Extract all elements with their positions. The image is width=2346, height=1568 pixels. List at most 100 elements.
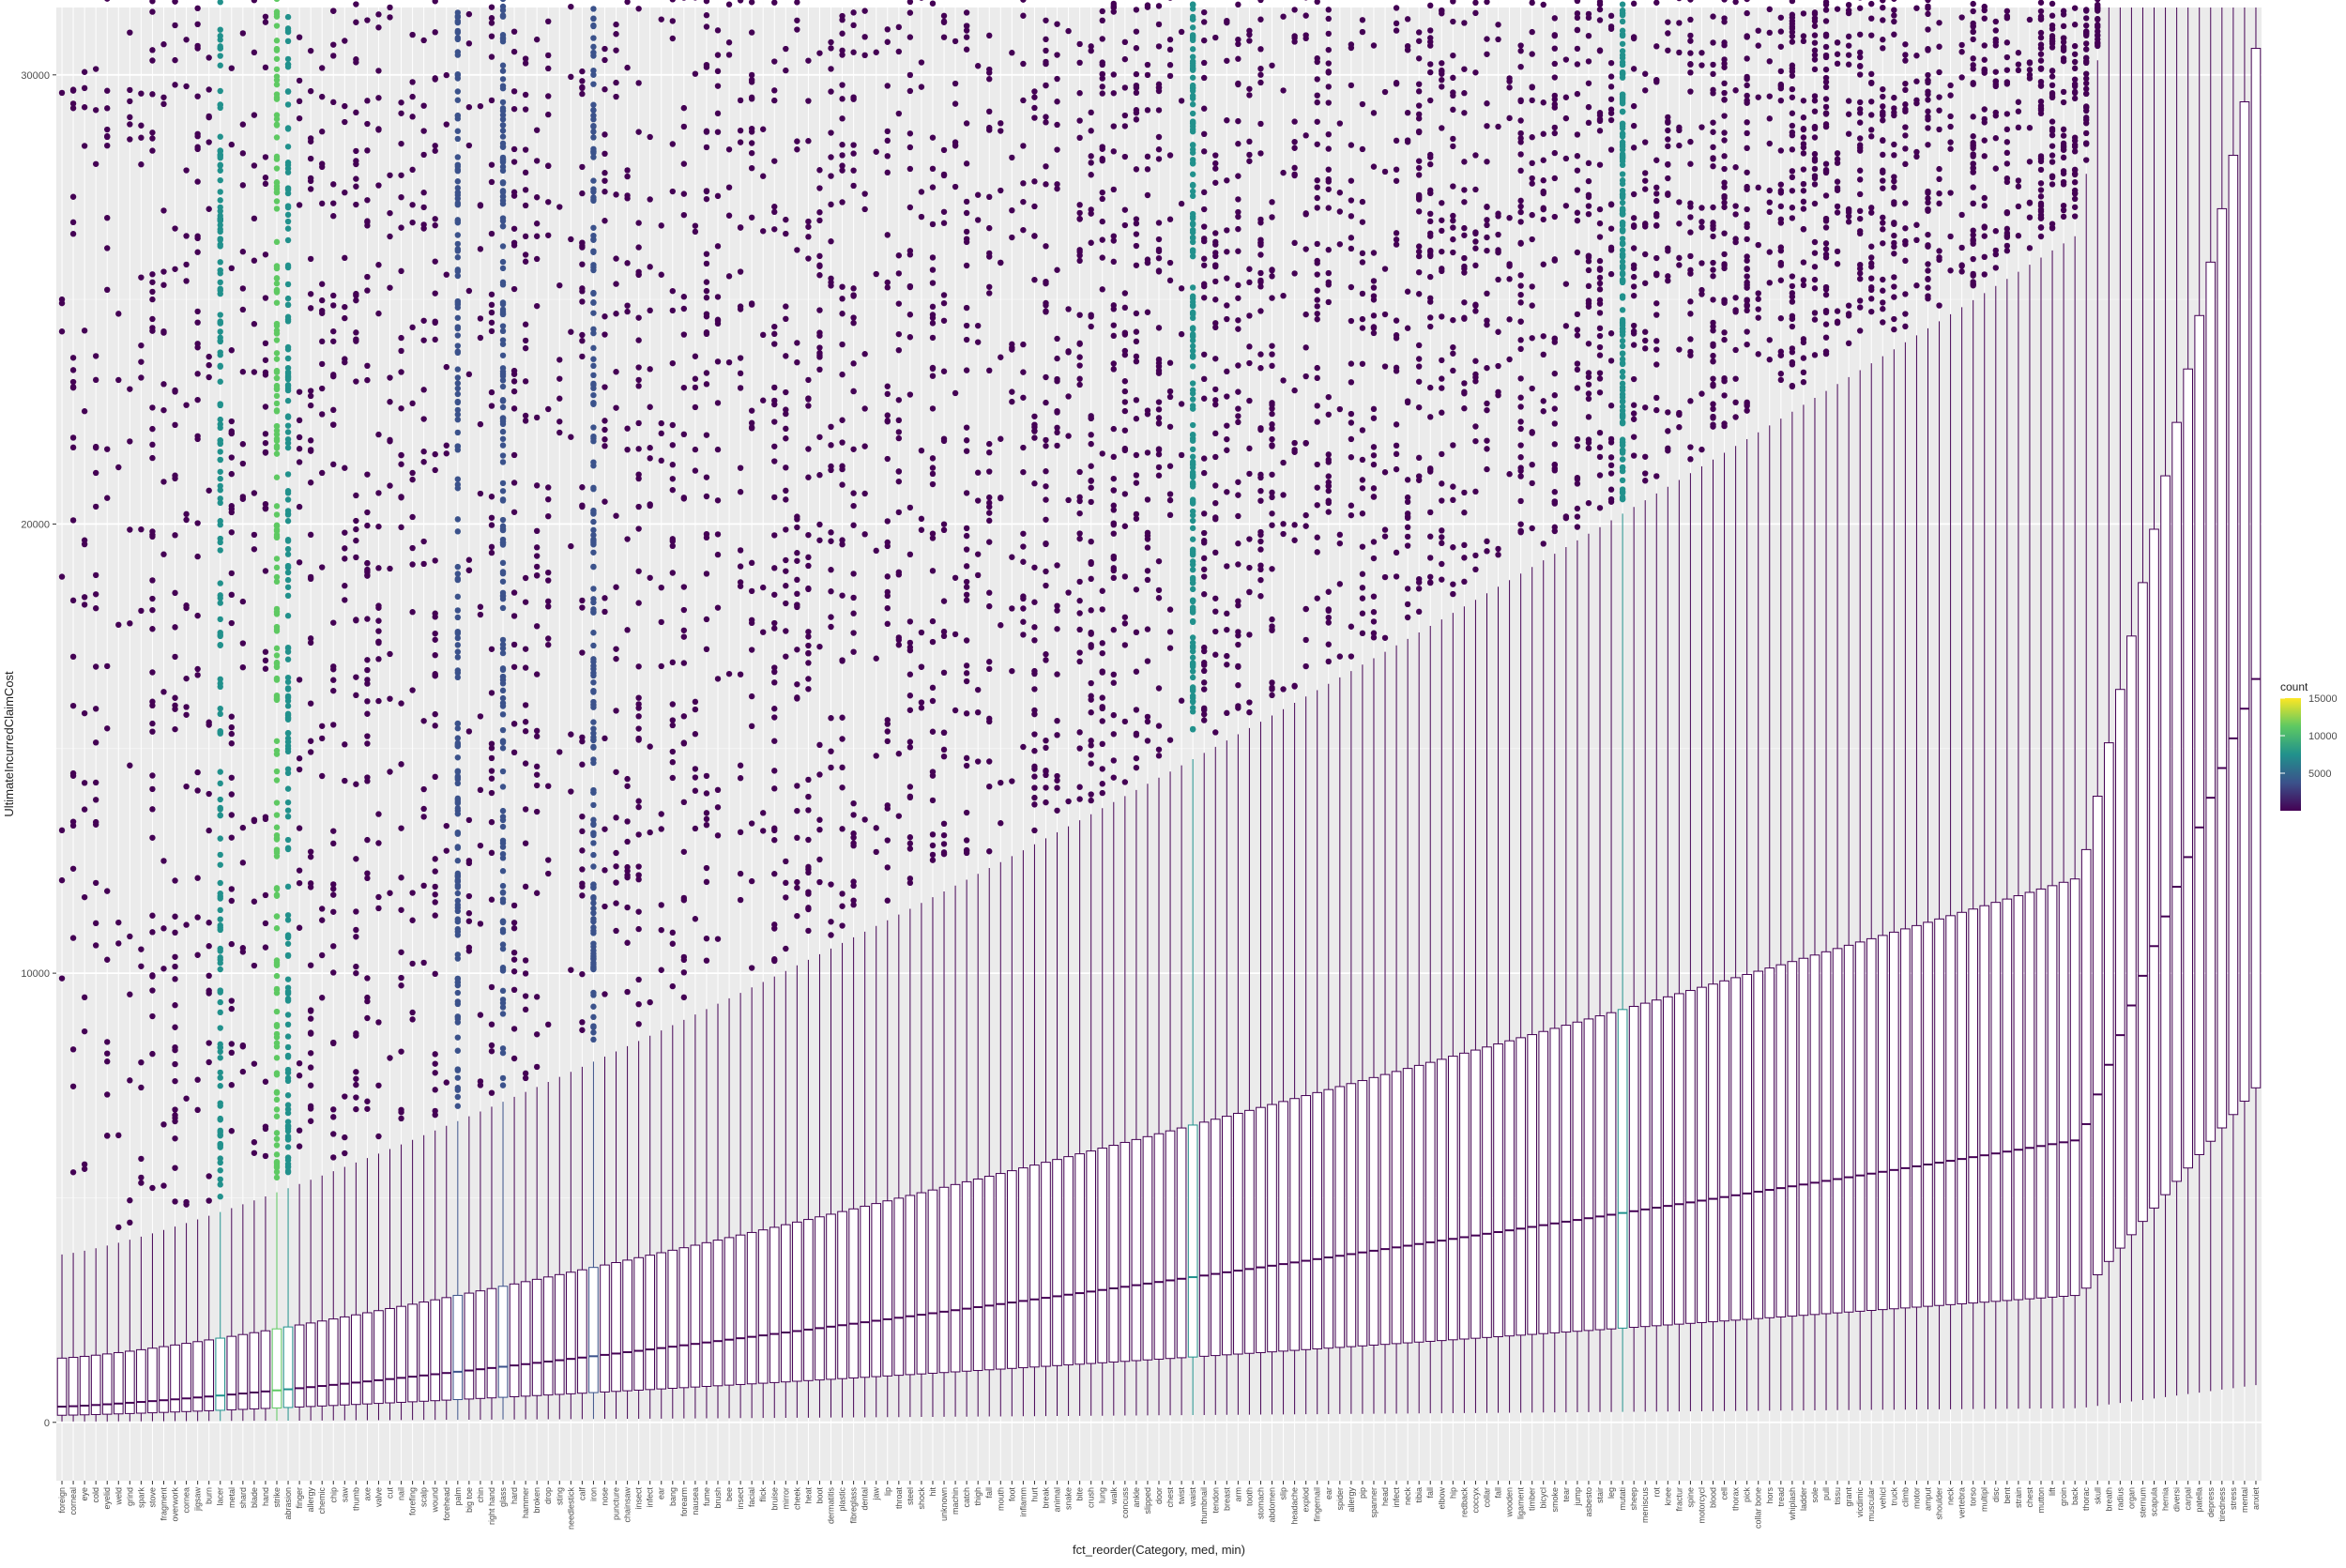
outlier-point bbox=[704, 810, 709, 815]
outlier-point bbox=[1416, 455, 1422, 461]
box bbox=[216, 1338, 225, 1410]
outlier-point bbox=[545, 199, 551, 205]
outlier-point bbox=[149, 1013, 155, 1019]
outlier-point bbox=[681, 607, 687, 613]
box bbox=[295, 1325, 304, 1407]
outlier-point bbox=[455, 52, 461, 57]
outlier-point bbox=[693, 826, 698, 831]
outlier-point bbox=[489, 768, 495, 773]
outlier-point bbox=[1394, 368, 1399, 373]
outlier-point bbox=[500, 108, 506, 114]
outlier-point bbox=[297, 925, 302, 931]
outlier-point bbox=[104, 957, 110, 963]
outlier-point bbox=[670, 701, 676, 707]
outlier-point bbox=[285, 1033, 291, 1039]
outlier-point bbox=[1134, 83, 1139, 88]
outlier-point bbox=[274, 263, 280, 268]
outlier-point bbox=[1065, 306, 1071, 312]
outlier-point bbox=[1382, 526, 1388, 532]
outlier-point bbox=[206, 828, 211, 833]
outlier-point bbox=[1122, 329, 1128, 335]
outlier-point bbox=[1212, 550, 1218, 556]
outlier-point bbox=[218, 540, 223, 545]
outlier-point bbox=[1212, 35, 1218, 40]
outlier-point bbox=[297, 1143, 302, 1149]
outlier-point bbox=[160, 925, 166, 931]
outlier-point bbox=[455, 902, 461, 907]
outlier-point bbox=[285, 518, 291, 524]
outlier-point bbox=[1461, 264, 1467, 269]
outlier-point bbox=[274, 116, 280, 122]
outlier-point bbox=[1506, 75, 1512, 81]
outlier-point bbox=[433, 216, 438, 221]
outlier-point bbox=[590, 508, 596, 513]
outlier-point bbox=[500, 883, 506, 889]
outlier-point bbox=[805, 234, 811, 239]
outlier-point bbox=[1246, 280, 1252, 285]
outlier-point bbox=[590, 113, 596, 118]
outlier-point bbox=[263, 892, 268, 898]
outlier-point bbox=[1122, 39, 1128, 45]
outlier-point bbox=[274, 91, 280, 97]
outlier-point bbox=[1405, 326, 1410, 331]
outlier-point bbox=[319, 164, 325, 170]
outlier-point bbox=[1179, 401, 1184, 406]
outlier-point bbox=[850, 523, 856, 528]
box bbox=[1098, 1149, 1107, 1363]
outlier-point bbox=[930, 535, 936, 540]
outlier-point bbox=[409, 918, 415, 923]
outlier-point bbox=[70, 220, 76, 225]
outlier-point bbox=[590, 699, 596, 705]
outlier-point bbox=[704, 145, 709, 150]
outlier-point bbox=[590, 16, 596, 22]
outlier-point bbox=[1212, 297, 1218, 302]
outlier-point bbox=[975, 217, 981, 222]
outlier-point bbox=[1031, 731, 1037, 737]
outlier-point bbox=[1031, 88, 1037, 94]
outlier-point bbox=[1326, 31, 1332, 37]
outlier-point bbox=[613, 646, 618, 651]
outlier-point bbox=[206, 54, 211, 60]
outlier-point bbox=[1484, 437, 1489, 443]
box bbox=[205, 1340, 214, 1410]
outlier-point bbox=[624, 174, 630, 179]
outlier-point bbox=[704, 957, 709, 963]
outlier-point bbox=[738, 871, 743, 876]
outlier-point bbox=[885, 728, 891, 734]
outlier-point bbox=[1315, 419, 1320, 424]
outlier-point bbox=[342, 1093, 347, 1099]
outlier-point bbox=[364, 667, 370, 673]
outlier-point bbox=[556, 749, 562, 754]
outlier-point bbox=[1156, 22, 1162, 27]
outlier-point bbox=[274, 1022, 280, 1028]
outlier-point bbox=[1326, 500, 1332, 506]
outlier-point bbox=[138, 946, 144, 951]
outlier-point bbox=[590, 538, 596, 543]
outlier-point bbox=[1315, 99, 1320, 105]
outlier-point bbox=[1337, 406, 1343, 412]
outlier-point bbox=[274, 77, 280, 83]
outlier-point bbox=[409, 114, 415, 119]
outlier-point bbox=[670, 0, 676, 3]
outlier-point bbox=[455, 129, 461, 134]
outlier-point bbox=[1065, 393, 1071, 399]
outlier-point bbox=[986, 449, 992, 455]
outlier-point bbox=[919, 0, 924, 1]
outlier-point bbox=[500, 593, 506, 599]
outlier-point bbox=[715, 676, 721, 681]
outlier-point bbox=[1134, 472, 1139, 478]
outlier-point bbox=[534, 528, 540, 534]
outlier-point bbox=[308, 1030, 313, 1036]
outlier-point bbox=[1315, 205, 1320, 210]
outlier-point bbox=[681, 849, 687, 855]
outlier-point bbox=[444, 1079, 449, 1085]
outlier-point bbox=[398, 1109, 404, 1115]
outlier-point bbox=[1439, 313, 1444, 319]
outlier-point bbox=[1134, 243, 1139, 249]
outlier-point bbox=[1495, 124, 1501, 129]
outlier-point bbox=[138, 90, 144, 96]
outlier-point bbox=[964, 490, 969, 495]
outlier-point bbox=[1517, 395, 1523, 401]
outlier-point bbox=[1517, 99, 1523, 104]
outlier-point bbox=[364, 1015, 370, 1021]
